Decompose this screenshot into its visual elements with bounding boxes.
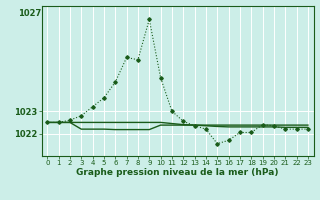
X-axis label: Graphe pression niveau de la mer (hPa): Graphe pression niveau de la mer (hPa) <box>76 168 279 177</box>
Text: 1027: 1027 <box>18 9 42 18</box>
